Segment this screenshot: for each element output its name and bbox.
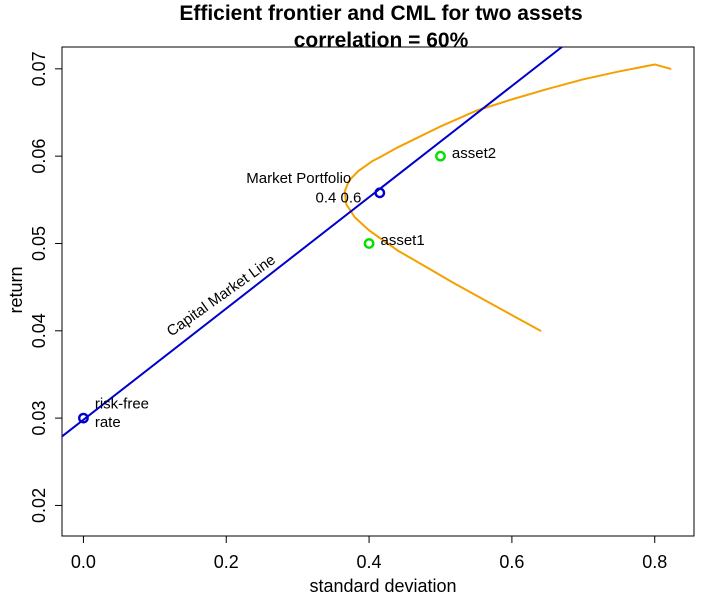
- x-tick-label: 0.4: [357, 552, 382, 572]
- x-axis-label: standard deviation: [309, 576, 456, 596]
- points-layer: [78, 150, 446, 424]
- asset2-point: [435, 150, 446, 162]
- asset1-label: asset1: [380, 232, 424, 249]
- market-point: [374, 187, 386, 199]
- x-axis: 0.0 0.2 0.4 0.6 0.8: [71, 536, 667, 572]
- market-label-2: 0.4 0.6: [316, 189, 362, 206]
- y-tick-label: 0.07: [29, 51, 49, 86]
- risk-free-point: [78, 412, 89, 424]
- asset1-point: [363, 238, 375, 249]
- cml-label: Capital Market Line: [164, 251, 279, 340]
- risk-free-label-1: risk-free: [95, 396, 149, 413]
- y-tick-label: 0.03: [29, 401, 49, 436]
- y-tick-label: 0.06: [29, 139, 49, 174]
- x-tick-label: 0.2: [214, 552, 239, 572]
- asset2-label: asset2: [452, 145, 496, 162]
- chart-title: Efficient frontier and CML for two asset…: [179, 2, 582, 25]
- x-tick-label: 0.6: [499, 552, 524, 572]
- y-tick-label: 0.02: [29, 488, 49, 523]
- risk-free-label-2: rate: [95, 414, 121, 431]
- plot-box: [61, 46, 695, 537]
- y-tick-label: 0.04: [29, 313, 49, 348]
- series-layer: [62, 47, 672, 438]
- chart-subtitle: correlation = 60%: [294, 29, 469, 52]
- frontier-line: [343, 63, 672, 332]
- y-tick-label: 0.05: [29, 226, 49, 261]
- x-tick-label: 0.0: [71, 552, 96, 572]
- market-label-1: Market Portfolio: [246, 170, 351, 187]
- x-tick-label: 0.8: [642, 552, 667, 572]
- y-axis: 0.02 0.03 0.04 0.05 0.06 0.07: [29, 51, 62, 523]
- y-axis-label: return: [6, 266, 26, 313]
- capital-market-line-line: [62, 47, 563, 438]
